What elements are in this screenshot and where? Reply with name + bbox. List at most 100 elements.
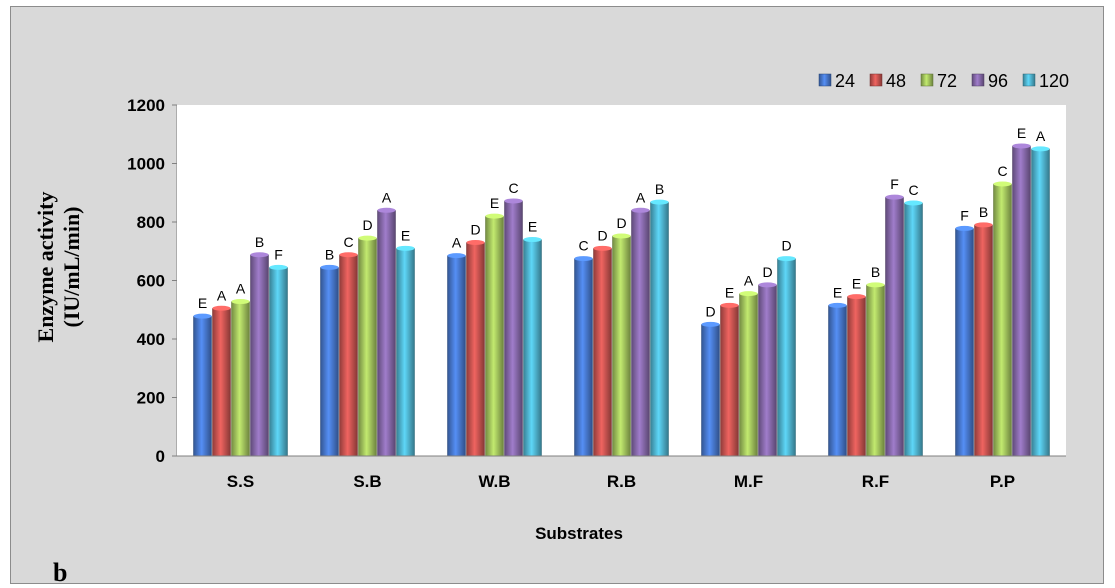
significance-letter: A: [236, 281, 246, 297]
bar-W.B-120: [523, 239, 542, 457]
bar-top: [269, 264, 288, 270]
bar-top: [396, 245, 415, 251]
significance-letter: C: [997, 163, 1007, 179]
bar-M.F-48: [720, 305, 739, 457]
legend-label-96: 96: [988, 71, 1008, 91]
bar-top: [758, 282, 777, 288]
bar-P.P-96: [1012, 145, 1031, 457]
legend-swatch-24: [818, 73, 832, 87]
bar-top: [231, 299, 250, 305]
bar-top: [447, 253, 466, 259]
significance-letter: B: [871, 264, 880, 280]
significance-letter: A: [452, 235, 462, 251]
x-tick-label: W.B: [478, 472, 510, 491]
significance-letter: C: [343, 234, 353, 250]
bar-top: [777, 256, 796, 262]
significance-letter: D: [762, 264, 772, 280]
bar-S.S-72: [231, 301, 250, 457]
bar-W.B-24: [447, 255, 466, 457]
bar-top: [466, 239, 485, 245]
significance-letter: F: [274, 246, 283, 262]
legend-label-48: 48: [886, 71, 906, 91]
bar-R.F-48: [847, 296, 866, 457]
bar-W.B-48: [466, 242, 485, 457]
bar-top: [574, 256, 593, 262]
bar-M.F-24: [701, 324, 720, 457]
bar-P.P-72: [993, 183, 1012, 457]
x-axis: S.S S.B W.B R.B M.F R.F P.P: [177, 455, 1066, 491]
bar-top: [1012, 143, 1031, 149]
legend-label-24: 24: [835, 71, 855, 91]
bar-top: [193, 313, 212, 319]
significance-letter: B: [325, 246, 334, 262]
bar-R.F-24: [828, 305, 847, 457]
significance-letter: B: [979, 204, 988, 220]
bar-top: [866, 282, 885, 288]
bar-top: [701, 321, 720, 327]
bar-W.B-72: [485, 215, 504, 457]
bar-R.B-48: [593, 248, 612, 457]
bar-top: [631, 207, 650, 213]
bar-M.F-72: [739, 293, 758, 457]
bar-R.B-120: [650, 201, 669, 457]
bar-top: [593, 245, 612, 251]
bar-top: [212, 305, 231, 311]
x-tick-label: P.P: [990, 472, 1015, 491]
bar-R.B-96: [631, 210, 650, 457]
bar-W.B-96: [504, 200, 523, 457]
bar-S.B-24: [320, 267, 339, 457]
bar-top: [1031, 146, 1050, 152]
bar-S.S-96: [250, 254, 269, 457]
legend-swatch-96: [971, 73, 985, 87]
bar-S.B-120: [396, 248, 415, 457]
legend-swatch-72: [920, 73, 934, 87]
significance-letter: E: [725, 284, 734, 300]
bar-top: [377, 207, 396, 213]
legend-label-72: 72: [937, 71, 957, 91]
significance-letter: B: [655, 181, 664, 197]
panel-label: b: [53, 558, 67, 585]
y-tick-label: 800: [137, 213, 165, 232]
x-tick-label: R.B: [607, 472, 636, 491]
y-tick-label: 600: [137, 272, 165, 291]
y-tick-label: 400: [137, 330, 165, 349]
bar-top: [828, 302, 847, 308]
bar-top: [504, 198, 523, 204]
x-tick-label: S.S: [227, 472, 254, 491]
bar-M.F-96: [758, 284, 777, 457]
significance-letter: E: [490, 195, 499, 211]
bar-P.P-48: [974, 224, 993, 457]
bar-top: [739, 291, 758, 297]
legend: 24 48 72 96 120: [818, 71, 1069, 91]
significance-letter: E: [198, 295, 207, 311]
x-tick-label: M.F: [734, 472, 763, 491]
bar-top: [320, 264, 339, 270]
bar-S.B-96: [377, 210, 396, 457]
bar-top: [885, 194, 904, 200]
significance-letter: A: [636, 189, 646, 205]
bar-marks: [177, 105, 1066, 457]
significance-letter: F: [890, 176, 899, 192]
significance-letter: A: [1036, 128, 1046, 144]
x-tick-label: S.B: [353, 472, 381, 491]
y-tick-label: 1200: [127, 96, 165, 115]
bar-S.S-48: [212, 308, 231, 457]
significance-letter: B: [255, 234, 264, 250]
bar-R.B-72: [612, 235, 631, 457]
bar-top: [358, 235, 377, 241]
significance-letter: D: [470, 221, 480, 237]
x-axis-title: Substrates: [535, 524, 623, 543]
bar-S.B-48: [339, 254, 358, 457]
y-tick-label: 0: [156, 447, 165, 466]
bar-top: [993, 181, 1012, 187]
bar-top: [485, 213, 504, 219]
significance-letter: E: [833, 284, 842, 300]
bar-R.B-24: [574, 258, 593, 457]
legend-swatch-48: [869, 73, 883, 87]
y-axis-title-line1: Enzyme activity: [33, 192, 58, 343]
significance-letter: D: [705, 303, 715, 319]
y-axis: 0 200 400 600 800 1000 1200: [127, 96, 178, 466]
bar-top: [612, 233, 631, 239]
bar-R.F-72: [866, 284, 885, 457]
